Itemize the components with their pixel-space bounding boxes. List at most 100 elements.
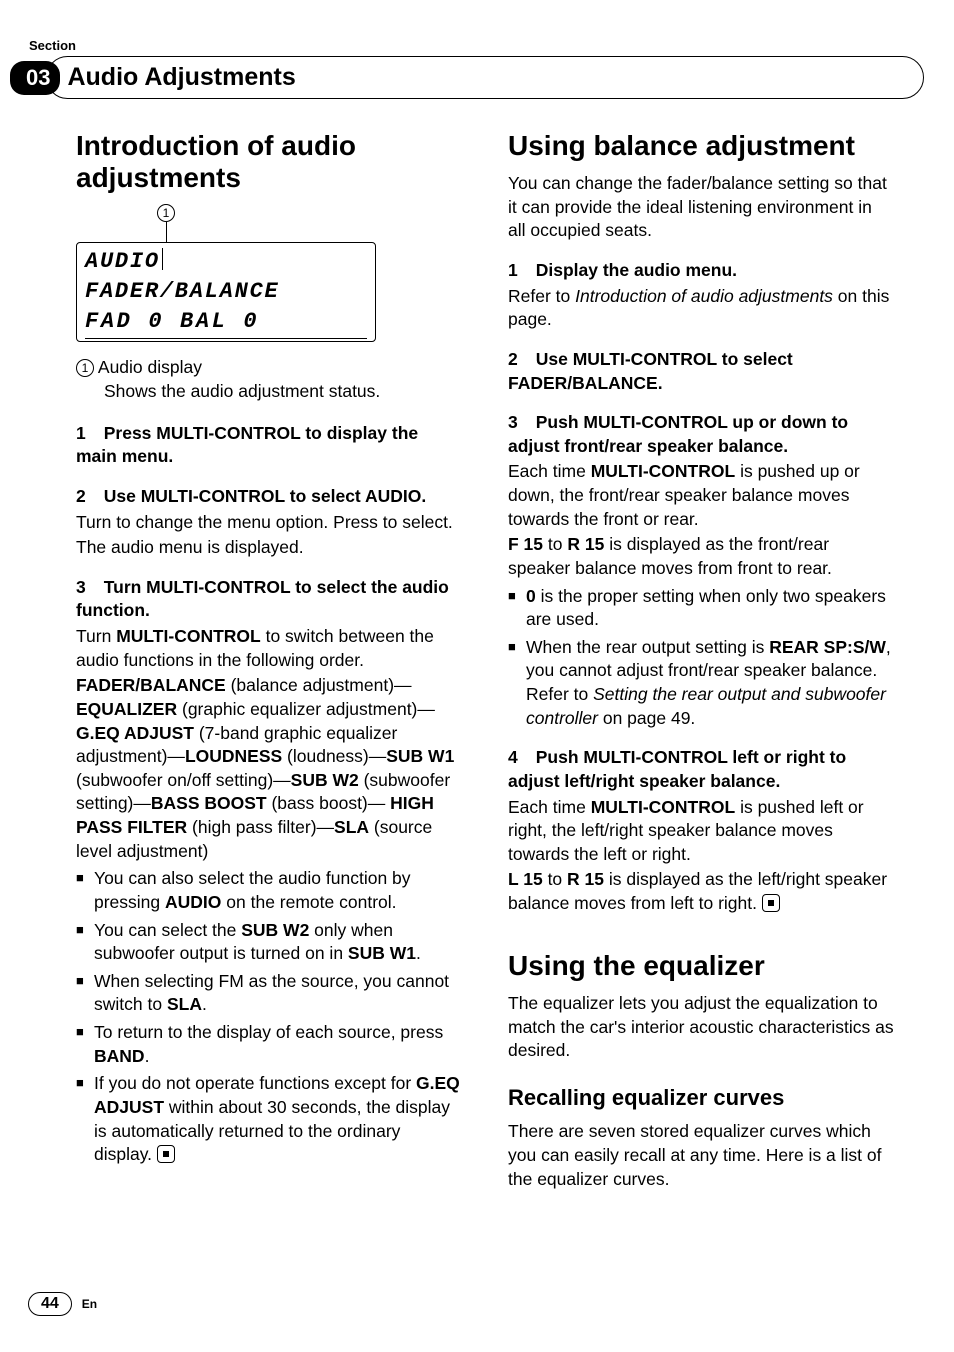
t: 3 bbox=[508, 412, 518, 432]
t: to bbox=[543, 869, 567, 889]
recalling-curves-heading: Recalling equalizer curves bbox=[508, 1083, 894, 1113]
t: 2 bbox=[508, 349, 518, 369]
section-end-icon bbox=[157, 1145, 175, 1163]
t: MULTI-CONTROL bbox=[591, 797, 736, 817]
section-label: Section bbox=[29, 38, 76, 53]
t: SUB W2 bbox=[291, 770, 359, 790]
step-2-title: Use MULTI-CONTROL to select AUDIO. bbox=[104, 486, 426, 506]
right-column: Using balance adjustment You can change … bbox=[508, 130, 894, 1191]
t: is the proper setting when only two spea… bbox=[526, 586, 886, 630]
t: . bbox=[145, 1046, 150, 1066]
t: Push MULTI-CONTROL up or down to adjust … bbox=[508, 412, 848, 456]
intro-heading: Introduction of audio adjustments bbox=[76, 130, 462, 194]
t: (balance adjustment)— bbox=[226, 675, 412, 695]
legend-label: Audio display bbox=[98, 357, 202, 377]
bal-step-1-body: Refer to Introduction of audio adjustmen… bbox=[508, 285, 894, 332]
lcd-row3: FAD 0 BAL 0 bbox=[85, 307, 367, 337]
balance-heading: Using balance adjustment bbox=[508, 130, 894, 162]
step-3-intro: Turn MULTI-CONTROL to switch between the… bbox=[76, 625, 462, 672]
t: SLA bbox=[167, 994, 202, 1014]
chapter-title-bubble: Audio Adjustments bbox=[46, 56, 924, 99]
recalling-curves-body: There are seven stored equalizer curves … bbox=[508, 1120, 894, 1191]
step-1-num: 1 bbox=[76, 423, 86, 443]
t: SLA bbox=[334, 817, 369, 837]
t: BASS BOOST bbox=[151, 793, 267, 813]
note-5: ■If you do not operate functions except … bbox=[76, 1072, 462, 1167]
t: (bass boost)— bbox=[267, 793, 386, 813]
legend-number-icon: 1 bbox=[76, 359, 94, 377]
bal-step-3: 3Push MULTI-CONTROL up or down to adjust… bbox=[508, 411, 894, 458]
note-3: ■When selecting FM as the source, you ca… bbox=[76, 970, 462, 1017]
t: 1 bbox=[508, 260, 518, 280]
step-2-num: 2 bbox=[76, 486, 86, 506]
t: 4 bbox=[508, 747, 518, 767]
t: AUDIO bbox=[165, 892, 221, 912]
bal-step-3-range: F 15 to R 15 is displayed as the front/r… bbox=[508, 533, 894, 580]
equalizer-intro: The equalizer lets you adjust the equali… bbox=[508, 992, 894, 1063]
step-3-num: 3 bbox=[76, 577, 86, 597]
t: (high pass filter)— bbox=[187, 817, 334, 837]
legend-desc: Shows the audio adjustment status. bbox=[104, 380, 462, 404]
figure-legend: 1 Audio display Shows the audio adjustme… bbox=[76, 356, 462, 403]
t: When selecting FM as the source, you can… bbox=[94, 971, 449, 1015]
lcd-row2: FADER/BALANCE bbox=[85, 277, 367, 307]
note-4: ■To return to the display of each source… bbox=[76, 1021, 462, 1068]
t: F 15 bbox=[508, 534, 543, 554]
t: R 15 bbox=[567, 869, 604, 889]
t: If you do not operate functions except f… bbox=[94, 1073, 416, 1093]
t: REAR SP:S/W bbox=[769, 637, 886, 657]
bal-note-1: ■0 is the proper setting when only two s… bbox=[508, 585, 894, 632]
chapter-header: 03 Audio Adjustments bbox=[10, 56, 924, 99]
t: FADER/BALANCE bbox=[76, 675, 226, 695]
t: MULTI-CONTROL bbox=[116, 626, 261, 646]
t: Introduction of audio adjustments bbox=[575, 286, 833, 306]
step-2: 2 Use MULTI-CONTROL to select AUDIO. bbox=[76, 485, 462, 509]
t: MULTI-CONTROL bbox=[591, 461, 736, 481]
page-footer: 44 En bbox=[28, 1292, 97, 1316]
bal-step-3-body: Each time MULTI-CONTROL is pushed up or … bbox=[508, 460, 894, 531]
step-3: 3Turn MULTI-CONTROL to select the audio … bbox=[76, 576, 462, 623]
equalizer-heading: Using the equalizer bbox=[508, 950, 894, 982]
t: to bbox=[543, 534, 567, 554]
bal-step-4: 4Push MULTI-CONTROL left or right to adj… bbox=[508, 746, 894, 793]
page-language: En bbox=[82, 1297, 97, 1311]
t: SUB W1 bbox=[386, 746, 454, 766]
step-1-title: Press MULTI-CONTROL to display the main … bbox=[76, 423, 418, 467]
t: Use MULTI-CONTROL to select FADER/BALANC… bbox=[508, 349, 793, 393]
bal-step-1: 1Display the audio menu. bbox=[508, 259, 894, 283]
t: Push MULTI-CONTROL left or right to adju… bbox=[508, 747, 846, 791]
t: on page 49. bbox=[598, 708, 695, 728]
section-end-icon bbox=[762, 894, 780, 912]
left-column: Introduction of audio adjustments 1 AUDI… bbox=[76, 130, 462, 1191]
t: Turn bbox=[76, 626, 116, 646]
t: BAND bbox=[94, 1046, 145, 1066]
bal-step-2: 2Use MULTI-CONTROL to select FADER/BALAN… bbox=[508, 348, 894, 395]
t: . bbox=[416, 943, 421, 963]
t: Each time bbox=[508, 461, 591, 481]
step-2-body-a: Turn to change the menu option. Press to… bbox=[76, 511, 462, 535]
t: R 15 bbox=[567, 534, 604, 554]
t: EQUALIZER bbox=[76, 699, 177, 719]
t: SUB W2 bbox=[241, 920, 309, 940]
chapter-number-badge: 03 bbox=[10, 61, 60, 95]
step-1: 1Press MULTI-CONTROL to display the main… bbox=[76, 422, 462, 469]
bal-note-2: ■When the rear output setting is REAR SP… bbox=[508, 636, 894, 731]
t: 0 bbox=[526, 586, 536, 606]
t: . bbox=[202, 994, 207, 1014]
page-number: 44 bbox=[28, 1292, 72, 1316]
step-2-body-b: The audio menu is displayed. bbox=[76, 536, 462, 560]
t: LOUDNESS bbox=[185, 746, 282, 766]
t: You can select the bbox=[94, 920, 241, 940]
step-3-title: Turn MULTI-CONTROL to select the audio f… bbox=[76, 577, 449, 621]
t: G.EQ ADJUST bbox=[76, 723, 194, 743]
t: Refer to bbox=[508, 286, 575, 306]
balance-intro: You can change the fader/balance setting… bbox=[508, 172, 894, 243]
t: L 15 bbox=[508, 869, 543, 889]
t: on the remote control. bbox=[221, 892, 396, 912]
note-1: ■You can also select the audio function … bbox=[76, 867, 462, 914]
audio-display-figure: 1 AUDIO FADER/BALANCE FAD 0 BAL 0 bbox=[76, 204, 376, 342]
lcd-row1: AUDIO bbox=[85, 249, 160, 274]
t: (subwoofer on/off setting)— bbox=[76, 770, 291, 790]
t: (loudness)— bbox=[282, 746, 386, 766]
callout-line bbox=[166, 222, 167, 242]
